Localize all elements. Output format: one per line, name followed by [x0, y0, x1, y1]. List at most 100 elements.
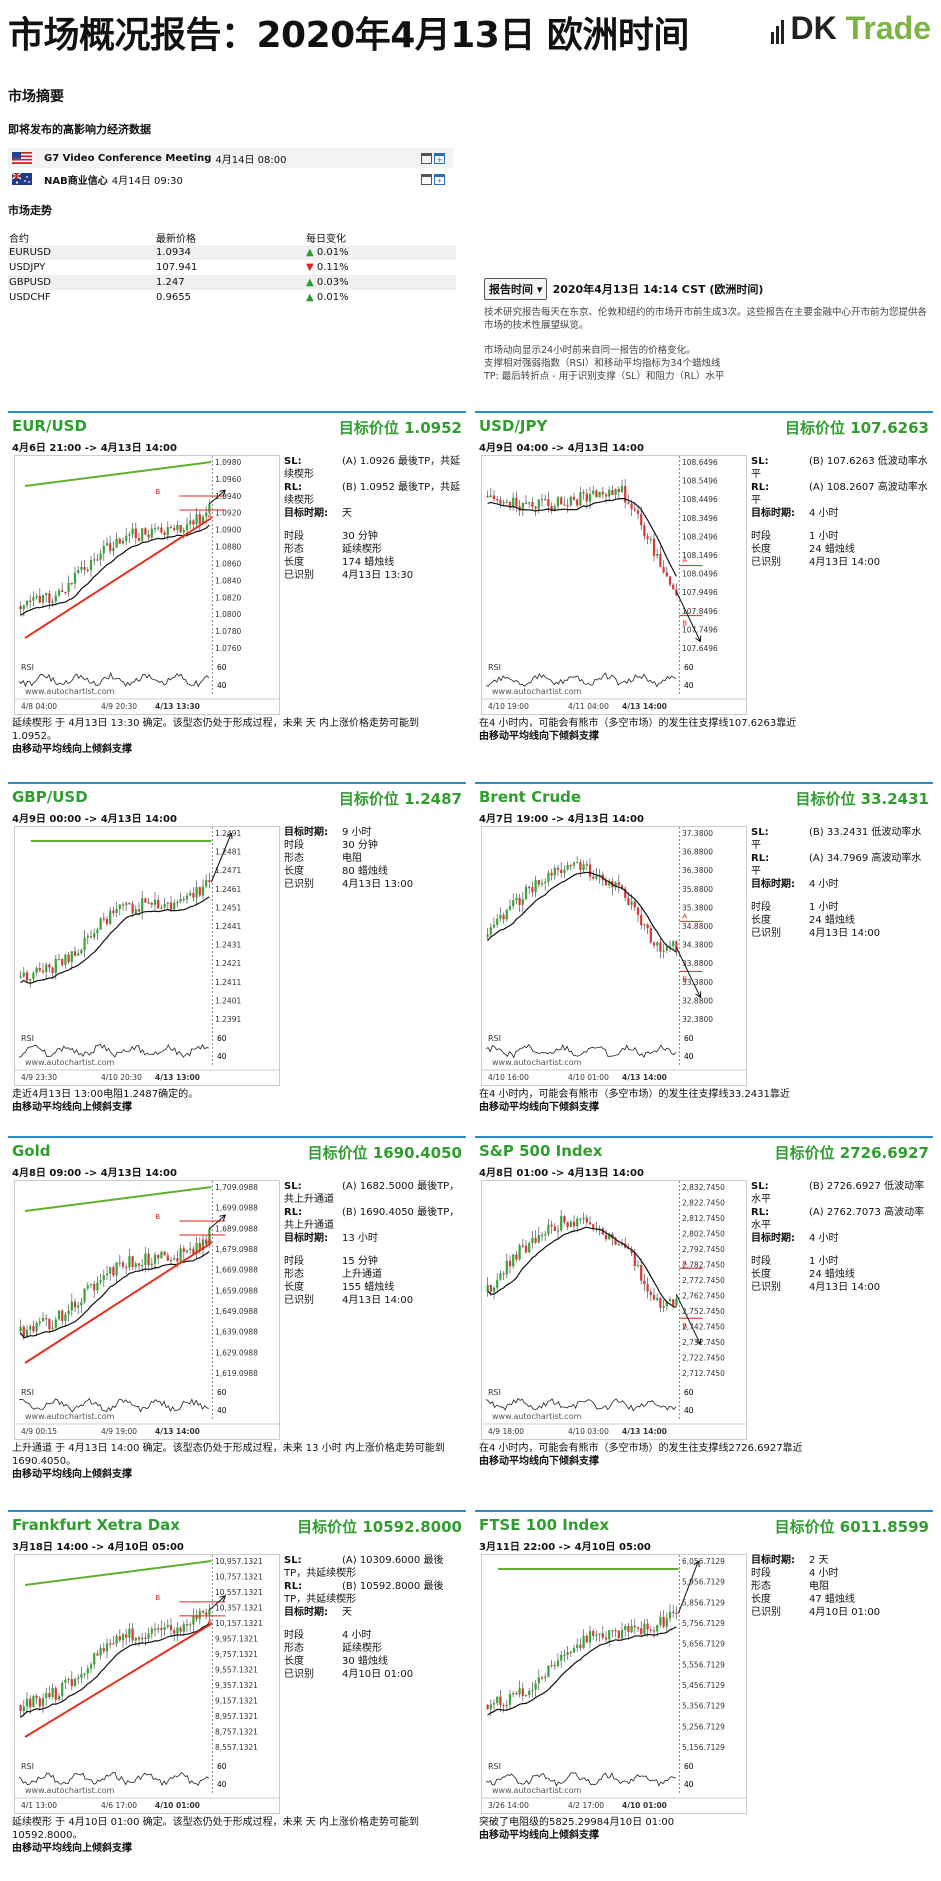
- candle: [166, 1255, 169, 1261]
- instrument-title[interactable]: Gold: [12, 1142, 51, 1160]
- info-key: 已识别: [751, 1282, 781, 1293]
- info-row: SL: (A) 10309.6000 最後TP，共延续楔形: [284, 1554, 462, 1580]
- dk-trade-logo[interactable]: DK Trade: [770, 10, 931, 47]
- table-row[interactable]: USDCHF 0.9655 ▲ 0.01%: [8, 290, 456, 305]
- watermark: www.autochartist.com: [25, 1412, 115, 1421]
- instrument-title[interactable]: Frankfurt Xetra Dax: [12, 1516, 180, 1534]
- candle: [51, 601, 54, 603]
- rsi-40-label: 40: [684, 1406, 694, 1415]
- level-label: A: [682, 557, 687, 565]
- instrument-title[interactable]: Brent Crude: [479, 788, 582, 806]
- candle: [51, 967, 54, 974]
- candle: [611, 1630, 614, 1632]
- x-tick-label: 4/10 16:00: [488, 1073, 529, 1082]
- y-tick-label: 1.2401: [215, 996, 241, 1005]
- candle: [192, 1615, 195, 1625]
- table-row[interactable]: GBPUSD 1.247 ▲ 0.03%: [8, 275, 456, 290]
- candle: [486, 1705, 489, 1710]
- forecast-arrowhead: [219, 1214, 226, 1221]
- calendar-icon[interactable]: [421, 152, 432, 164]
- info-row: 已识别 4月13日 14:00: [751, 1281, 929, 1294]
- candle: [534, 880, 537, 893]
- y-tick-label: 1.0940: [215, 492, 241, 501]
- info-row: RL: (B) 10592.8000 最後TP，共延续楔形: [284, 1580, 462, 1606]
- candle: [67, 1310, 70, 1315]
- candle: [109, 1643, 112, 1645]
- y-tick-label: 1.0820: [215, 593, 241, 602]
- event-row[interactable]: G7 Video Conference Meeting 4月14日 08:00 …: [8, 148, 453, 168]
- y-tick-label: 107.9496: [682, 588, 718, 597]
- candle: [86, 569, 89, 571]
- candle: [672, 941, 675, 947]
- price-chart[interactable]: 6,056.7129 5,956.7129 5,856.7129 5,756.7129…: [481, 1554, 747, 1814]
- calendar-icon[interactable]: [421, 173, 432, 185]
- candle: [627, 502, 630, 504]
- y-tick-label: 107.6496: [682, 644, 718, 653]
- target-price: 目标价位 10592.8000: [297, 1518, 462, 1536]
- candle: [179, 1627, 182, 1632]
- candle: [163, 903, 166, 908]
- instrument-title[interactable]: S&P 500 Index: [479, 1142, 603, 1160]
- candle: [195, 1242, 198, 1254]
- info-row: 时段 15 分钟: [284, 1255, 462, 1268]
- y-tick-label: 1,679.0988: [215, 1245, 258, 1254]
- upper-trendline: [24, 1560, 212, 1586]
- candle: [96, 559, 99, 561]
- rsi-line: [485, 1772, 676, 1787]
- candle: [141, 528, 144, 541]
- pattern-info: SL: (A) 10309.6000 最後TP，共延续楔形 RL: (B) 10592…: [284, 1554, 462, 1681]
- candle: [665, 946, 668, 951]
- instrument-title[interactable]: GBP/USD: [12, 788, 88, 806]
- candle: [157, 527, 160, 529]
- watermark: www.autochartist.com: [25, 1786, 115, 1795]
- table-row[interactable]: EURUSD 1.0934 ▲ 0.01%: [8, 245, 456, 260]
- price-chart[interactable]: B A 10,957.1321 10,757.1321 10,557.1321 10,35…: [14, 1554, 280, 1814]
- candle: [208, 880, 211, 883]
- price-chart[interactable]: A B 108.6496 108.5496 108.4496 108.3496 108.24…: [481, 455, 747, 715]
- info-row: 目标时期: 9 小时: [284, 826, 462, 839]
- candle: [579, 1644, 582, 1648]
- candle: [182, 1624, 185, 1632]
- report-time-dropdown[interactable]: 报告时间 ▾: [484, 278, 548, 300]
- candle: [592, 1224, 595, 1229]
- candle: [668, 1299, 672, 1302]
- rsi-label: RSI: [488, 1762, 501, 1771]
- info-value: 1 小时: [809, 902, 839, 913]
- info-value: 4 小时: [809, 879, 839, 890]
- logo-trade: Trade: [845, 10, 931, 46]
- candle: [643, 1623, 646, 1635]
- description-text: 突破了电阻级的5825.29984月10日 01:00: [479, 1817, 675, 1828]
- rsi-60-label: 60: [684, 663, 694, 672]
- candle: [528, 1243, 531, 1253]
- event-row[interactable]: NAB商业信心 4月14日 09:30 +: [8, 169, 453, 189]
- candle: [102, 1648, 105, 1652]
- rsi-60-label: 60: [684, 1388, 694, 1397]
- info-key: 长度: [751, 1594, 771, 1605]
- candle: [89, 560, 93, 571]
- x-tick-label: 4/13 14:00: [622, 1073, 667, 1082]
- candle: [57, 1310, 61, 1320]
- candle: [540, 1234, 544, 1237]
- candle: [144, 898, 147, 903]
- candle: [67, 582, 70, 593]
- info-key: 长度: [751, 544, 771, 555]
- price-chart[interactable]: B A 1.0980 1.0960 1.0940 1.0920 1.0900 1.0880 1.…: [14, 455, 280, 715]
- instrument-title[interactable]: FTSE 100 Index: [479, 1516, 610, 1534]
- table-row[interactable]: USDJPY 107.941 ▼ 0.11%: [8, 260, 456, 275]
- trend-note: 由移动平均线向上倾斜支撑: [12, 1843, 132, 1854]
- price-chart[interactable]: A B 2,832.7450 2,822.7450 2,812.7450 2,802.74…: [481, 1180, 747, 1440]
- instrument-title[interactable]: USD/JPY: [479, 417, 548, 435]
- price-chart[interactable]: 1.2491 1.2481 1.2471 1.2461 1.2451 1.2441 1.24…: [14, 826, 280, 1086]
- price-chart[interactable]: A B 37.3800 36.8800 36.3800 35.8800 35.3800 34.…: [481, 826, 747, 1086]
- add-calendar-icon[interactable]: +: [434, 173, 445, 185]
- price-chart[interactable]: B A 1,709.0988 1,699.0988 1,689.0988 1,679.09…: [14, 1180, 280, 1440]
- add-calendar-icon[interactable]: +: [434, 152, 445, 164]
- candle: [70, 951, 73, 963]
- candle: [45, 964, 48, 973]
- rsi-label: RSI: [21, 663, 34, 672]
- chart-svg: A B 2,832.7450 2,822.7450 2,812.7450 2,802.74…: [482, 1181, 746, 1436]
- y-tick-label: 2,732.7450: [682, 1338, 725, 1347]
- summary-heading: 市场摘要: [8, 89, 64, 105]
- y-tick-label: 9,357.1321: [215, 1681, 258, 1690]
- instrument-title[interactable]: EUR/USD: [12, 417, 87, 435]
